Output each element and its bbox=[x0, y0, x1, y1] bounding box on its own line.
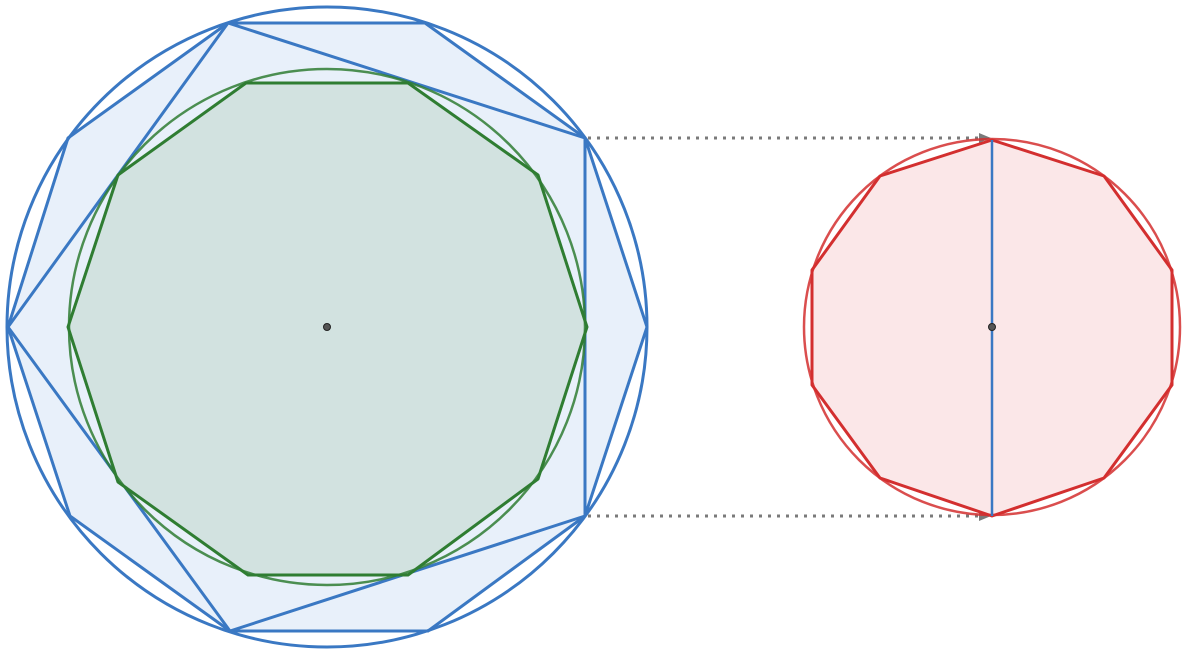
right-figure bbox=[802, 137, 1182, 518]
inscribed-circle bbox=[67, 67, 587, 587]
right-center-dot bbox=[988, 323, 996, 331]
left-figure bbox=[5, 5, 649, 649]
left-center-dot bbox=[323, 323, 331, 331]
